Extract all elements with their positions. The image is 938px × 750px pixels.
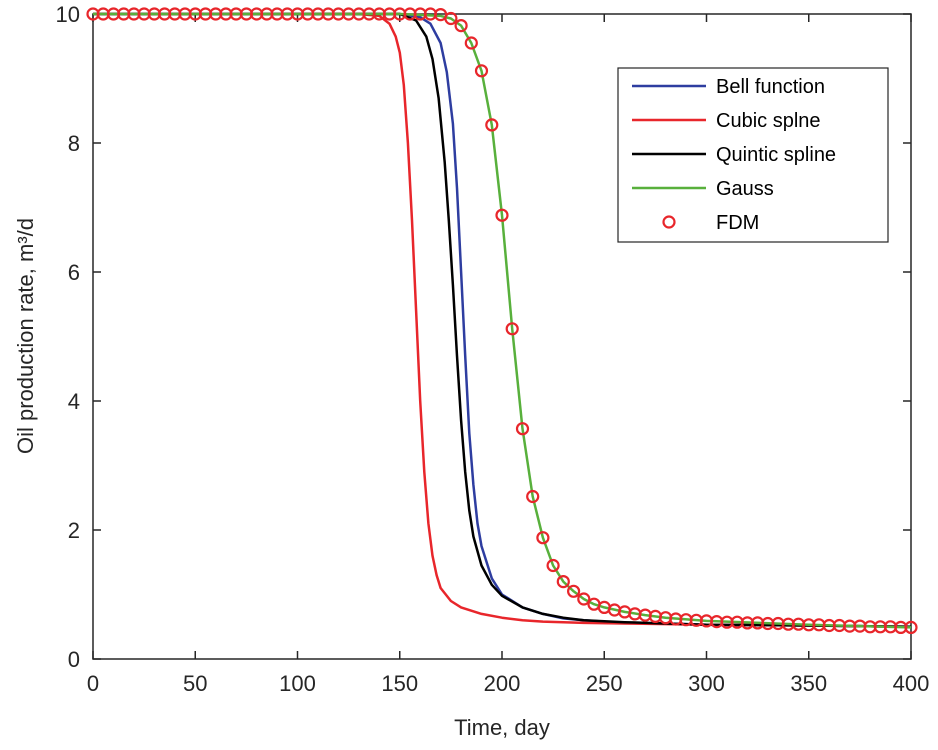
fdm-marker — [444, 11, 458, 26]
x-tick-label: 350 — [790, 671, 827, 696]
legend-swatch-fdm — [662, 215, 676, 229]
x-tick-label: 150 — [381, 671, 418, 696]
fdm-marker — [495, 208, 509, 222]
x-tick-label: 400 — [893, 671, 930, 696]
axis-ticks — [92, 13, 912, 660]
y-tick-label: 10 — [56, 2, 80, 27]
y-tick-label: 8 — [68, 131, 80, 156]
x-tick-label: 300 — [688, 671, 725, 696]
x-tick-label: 50 — [183, 671, 207, 696]
x-tick-label: 250 — [586, 671, 623, 696]
y-axis-label: Oil production rate, m³/d — [13, 218, 38, 454]
fdm-marker — [546, 558, 560, 573]
x-tick-label: 0 — [87, 671, 99, 696]
fdm-marker — [577, 592, 591, 606]
tick-labels: 0 50 100 150 200 250 300 350 400 0 2 4 6 8 10 — [56, 2, 930, 696]
legend-label-quintic-spline: Quintic spline — [716, 144, 836, 166]
fdm-marker — [566, 584, 581, 598]
legend-label-cubic-splne: Cubic splne — [716, 110, 821, 132]
series-lines — [93, 12, 912, 629]
fdm-marker — [526, 489, 540, 504]
fdm-marker — [515, 422, 530, 436]
fdm-marker — [904, 620, 918, 635]
fdm-marker — [556, 574, 570, 589]
fdm-marker — [505, 322, 519, 336]
legend-label-gauss: Gauss — [716, 178, 774, 200]
legend: Bell function Cubic splne Quintic spline Ga… — [617, 67, 889, 243]
y-tick-label: 4 — [68, 389, 80, 414]
fdm-marker — [485, 118, 499, 132]
legend-label-fdm: FDM — [716, 212, 759, 234]
y-tick-label: 2 — [68, 518, 80, 543]
series-line-gauss — [93, 12, 912, 629]
fdm-marker — [474, 64, 489, 78]
y-tick-label: 0 — [68, 647, 80, 672]
series-line-quintic-spline — [93, 12, 912, 629]
x-tick-label: 200 — [484, 671, 521, 696]
y-tick-label: 6 — [68, 260, 80, 285]
fdm-marker — [454, 19, 468, 33]
fdm-marker — [536, 531, 550, 545]
series-line-cubic-splne — [93, 12, 912, 629]
fdm-marker — [464, 36, 478, 50]
x-axis-label: Time, day — [454, 715, 550, 740]
fdm-markers — [86, 7, 918, 635]
legend-label-bell-function: Bell function — [716, 76, 825, 98]
x-tick-label: 100 — [279, 671, 316, 696]
